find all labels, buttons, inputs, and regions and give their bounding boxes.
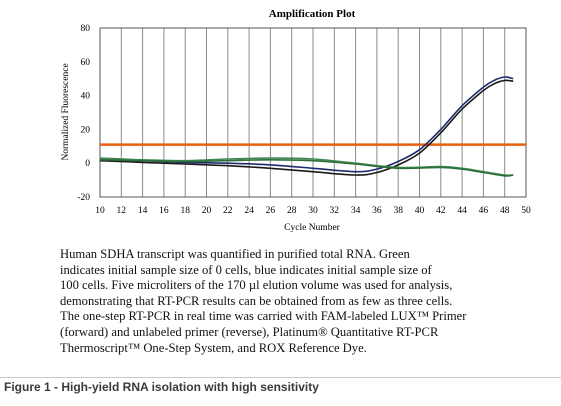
x-tick-label: 30: [308, 206, 318, 216]
x-tick-label: 28: [287, 206, 297, 216]
plot-area: 10 12 14 16 18 20 22 24 26 28 30 32 34 36 38 40 42 44 46 48…: [77, 24, 531, 216]
x-tick-label: 14: [138, 206, 148, 216]
x-tick-label: 16: [159, 206, 169, 216]
x-tick-label: 22: [223, 206, 233, 216]
caption-line: indicates initial sample size of 0 cells…: [60, 262, 432, 277]
x-tick-label: 40: [415, 206, 425, 216]
y-axis-label: Normalized Fluorescence: [61, 63, 71, 160]
x-tick-label: 36: [372, 206, 382, 216]
x-tick-label: 18: [180, 206, 190, 216]
y-tick-label: -20: [77, 193, 90, 203]
y-tick-label: 60: [81, 58, 91, 68]
y-tick-label: 0: [85, 159, 90, 169]
x-axis-label: Cycle Number: [284, 223, 341, 233]
y-tick-label: 20: [81, 125, 91, 135]
x-tick-label: 34: [351, 206, 361, 216]
x-tick-label: 12: [117, 206, 127, 216]
x-tick-label: 32: [330, 206, 340, 216]
series-line-0: [99, 76, 514, 173]
caption-line: 100 cells. Five microliters of the 170 µ…: [60, 278, 453, 293]
plot-frame: [99, 27, 527, 198]
x-tick-label: 20: [202, 206, 212, 216]
x-tick-label: 50: [521, 206, 531, 216]
x-tick-label: 46: [479, 206, 489, 216]
x-tick-label: 26: [266, 206, 276, 216]
caption-line: The one-step RT-PCR in real time was car…: [60, 309, 467, 324]
x-tick-label: 48: [500, 206, 510, 216]
caption-line: demonstrating that RT-PCR results can be…: [60, 293, 453, 308]
x-tick-label: 38: [393, 206, 403, 216]
x-tick-label: 42: [436, 206, 446, 216]
caption-line: Thermoscript™ One-Step System, and ROX R…: [60, 340, 367, 355]
figure-caption: Human SDHA transcript was quantified in …: [60, 247, 552, 356]
divider: [0, 377, 561, 378]
y-tick-label: 40: [81, 92, 91, 102]
y-tick-label: 80: [81, 24, 91, 34]
series-line-1: [99, 79, 514, 176]
series-line-3: [99, 158, 514, 177]
chart-title: Amplification Plot: [269, 8, 356, 20]
caption-line: Human SDHA transcript was quantified in …: [60, 247, 410, 261]
x-tick-label: 10: [95, 206, 105, 216]
x-tick-label: 24: [244, 206, 254, 216]
caption-line: (forward) and unlabeled primer (reverse)…: [60, 324, 439, 339]
figure-label: Figure 1 - High-yield RNA isolation with…: [4, 380, 319, 394]
x-tick-label: 44: [457, 206, 467, 216]
amplification-chart: Amplification Plot Normalized Fluorescen…: [61, 8, 531, 233]
